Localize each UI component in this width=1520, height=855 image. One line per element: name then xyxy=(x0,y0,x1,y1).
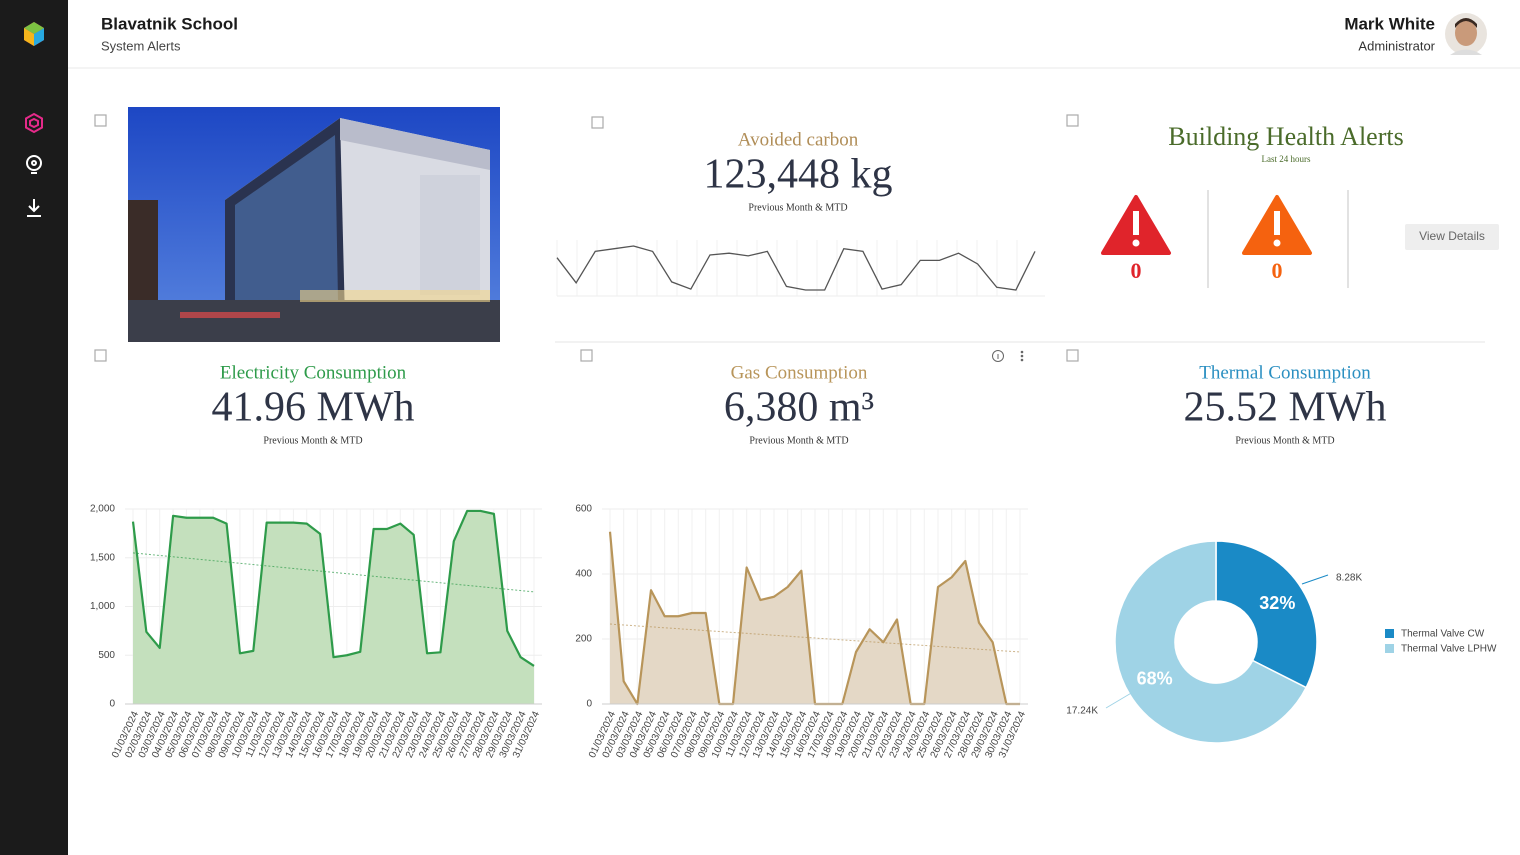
page-subtitle: System Alerts xyxy=(101,38,181,53)
y-tick-label: 1,500 xyxy=(90,552,115,563)
y-tick-label: 0 xyxy=(109,699,115,710)
button-label[interactable]: View Details xyxy=(1419,229,1485,243)
kpi-subtitle: Previous Month & MTD xyxy=(749,435,848,446)
y-tick-label: 400 xyxy=(575,569,592,580)
percent-label: 32% xyxy=(1259,593,1295,613)
user-name: Mark White xyxy=(1344,14,1435,33)
area-fill xyxy=(133,510,534,704)
kpi-title: Thermal Consumption xyxy=(1199,362,1371,383)
kpi-value: 25.52 MWh xyxy=(1184,385,1387,431)
legend-label: Thermal Valve LPHW xyxy=(1401,644,1497,655)
building-photo xyxy=(128,107,500,342)
value-label: 8.28K xyxy=(1336,573,1362,584)
alert-icon-bar xyxy=(1133,211,1139,235)
leader-line xyxy=(1301,574,1329,585)
y-tick-label: 500 xyxy=(98,650,115,661)
donut-slice xyxy=(1215,540,1318,689)
site-title: Blavatnik School xyxy=(101,14,238,33)
trendline xyxy=(609,623,1021,653)
nav-download[interactable] xyxy=(27,199,41,217)
area-line xyxy=(131,509,535,667)
kpi-title: Electricity Consumption xyxy=(220,362,407,383)
alert-icon-dot xyxy=(1132,239,1140,247)
kpi-value: 6,380 m³ xyxy=(724,385,874,431)
nav-buildings[interactable] xyxy=(25,112,43,134)
y-tick-label: 1,000 xyxy=(90,601,115,612)
legend-swatch xyxy=(1385,644,1394,653)
kpi-subtitle: Previous Month & MTD xyxy=(1235,435,1334,446)
logo[interactable] xyxy=(24,22,44,46)
menu-icon[interactable] xyxy=(1020,350,1024,362)
alert-count: 0 xyxy=(1272,258,1283,283)
alert-icon-dot xyxy=(1273,239,1281,247)
alerts-title: Building Health Alerts xyxy=(1168,122,1403,151)
info-icon[interactable] xyxy=(992,350,1004,362)
kpi-title: Gas Consumption xyxy=(731,362,868,383)
donut-slice xyxy=(1114,540,1308,744)
leader-line xyxy=(1105,691,1134,709)
legend-label: Thermal Valve CW xyxy=(1401,629,1485,640)
trendline xyxy=(132,552,535,593)
avatar[interactable] xyxy=(1445,13,1487,55)
nav-insights[interactable] xyxy=(26,155,42,174)
percent-label: 68% xyxy=(1137,668,1173,688)
kpi-value: 123,448 kg xyxy=(704,152,893,198)
legend-swatch xyxy=(1385,629,1394,638)
sidebar xyxy=(0,0,68,855)
y-tick-label: 600 xyxy=(575,504,592,515)
user-role: Administrator xyxy=(1358,38,1435,53)
alert-count: 0 xyxy=(1131,258,1142,283)
y-tick-label: 200 xyxy=(575,634,592,645)
y-tick-label: 0 xyxy=(586,699,592,710)
kpi-value: 41.96 MWh xyxy=(212,385,415,431)
sparkline xyxy=(556,245,1036,291)
kpi-subtitle: Previous Month & MTD xyxy=(263,435,362,446)
expand-icons[interactable] xyxy=(94,114,1079,362)
value-label: 17.24K xyxy=(1066,706,1098,717)
y-tick-label: 2,000 xyxy=(90,504,115,515)
view-details-button[interactable]: View Details xyxy=(1405,224,1499,250)
kpi-title: Avoided carbon xyxy=(738,129,859,150)
alerts-subtitle: Last 24 hours xyxy=(1262,154,1311,164)
alert-icon-bar xyxy=(1274,211,1280,235)
kpi-subtitle: Previous Month & MTD xyxy=(748,202,847,213)
